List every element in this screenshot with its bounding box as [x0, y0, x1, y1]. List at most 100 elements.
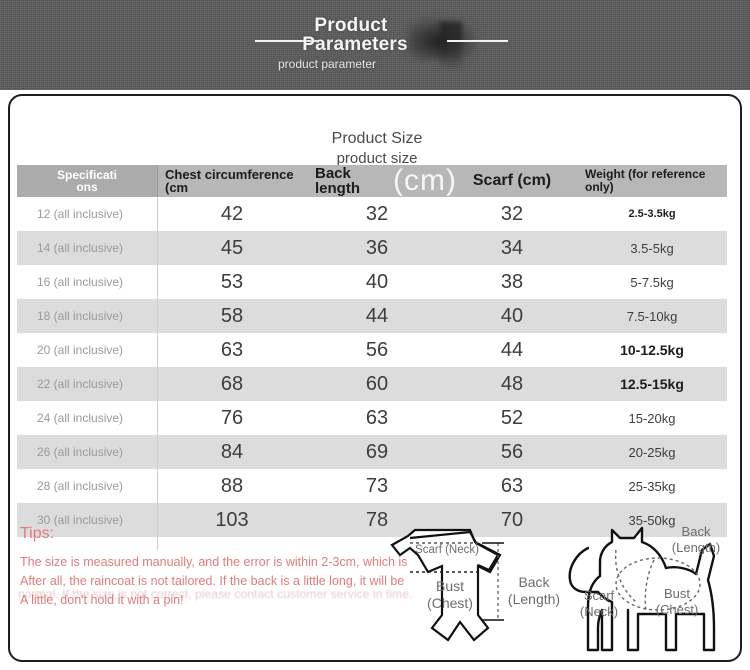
- header-specifications: Specificati ons: [17, 165, 157, 197]
- dog-back-line1: Back: [681, 524, 711, 539]
- cell-scarf: 48: [447, 367, 577, 401]
- cell-scarf: 44: [447, 333, 577, 367]
- cell-weight: 25-35kg: [577, 469, 727, 503]
- cell-back-length: 36: [307, 231, 447, 265]
- table-row: 16 (all inclusive) 53 40 38 5-7.5kg: [17, 265, 727, 299]
- cell-specification: 28 (all inclusive): [17, 469, 157, 503]
- page-banner: Product Parameters product parameter: [0, 0, 750, 90]
- cell-specification: 12 (all inclusive): [17, 197, 157, 231]
- header-chest-line1: Chest circumference: [165, 167, 294, 182]
- header-back-length: Back length: [307, 165, 447, 197]
- dog-bust-label: Bust (Chest): [644, 586, 710, 618]
- table-body: 12 (all inclusive) 42 32 32 2.5-3.5kg 14 (all…: [17, 197, 727, 537]
- dog-back-line2: (Length): [671, 540, 721, 555]
- dog-bust-line2: (Chest): [655, 602, 699, 617]
- header-scarf: Scarf (cm): [447, 165, 577, 197]
- coat-bust-label: Bust (Chest): [410, 578, 490, 612]
- cell-scarf: 63: [447, 469, 577, 503]
- table-row: 18 (all inclusive) 58 44 40 7.5-10kg: [17, 299, 727, 333]
- header-back-line2: length: [315, 180, 360, 197]
- dog-back-label: Back (Length): [658, 524, 734, 556]
- cell-chest-circumference: 63: [157, 333, 307, 367]
- banner-title-line2: Parameters: [302, 34, 408, 55]
- table-row: 24 (all inclusive) 76 63 52 15-20kg: [17, 401, 727, 435]
- cell-specification: 30 (all inclusive): [17, 503, 157, 537]
- cell-weight: 7.5-10kg: [577, 299, 727, 333]
- tips-line-2: After all, the raincoat is not tailored.…: [20, 574, 405, 588]
- table-header-row: Specificati ons Chest circumference (cm …: [17, 165, 727, 197]
- cell-weight: 3.5-5kg: [577, 231, 727, 265]
- cell-weight: 35-50kg: [577, 503, 727, 537]
- cell-weight: 10-12.5kg: [577, 333, 727, 367]
- banner-title-line1: Product: [314, 15, 388, 36]
- cell-chest-circumference: 53: [157, 265, 307, 299]
- header-weight: Weight (for reference only): [577, 165, 727, 197]
- cell-specification: 20 (all inclusive): [17, 333, 157, 367]
- cell-specification: 16 (all inclusive): [17, 265, 157, 299]
- cell-specification: 18 (all inclusive): [17, 299, 157, 333]
- cell-weight: 20-25kg: [577, 435, 727, 469]
- cell-chest-circumference: 76: [157, 401, 307, 435]
- section-title-cn: product size: [336, 150, 418, 167]
- table-row: 20 (all inclusive) 63 56 44 10-12.5kg: [17, 333, 727, 367]
- coat-back-label: Back (Length): [502, 574, 566, 608]
- raincoat-outline-icon: [390, 528, 504, 642]
- cell-weight: 5-7.5kg: [577, 265, 727, 299]
- cell-specification: 22 (all inclusive): [17, 367, 157, 401]
- header-weight-line2: only): [585, 180, 614, 194]
- cell-specification: 24 (all inclusive): [17, 401, 157, 435]
- cell-chest-circumference: 58: [157, 299, 307, 333]
- cell-scarf: 52: [447, 401, 577, 435]
- header-back-line1: Back: [315, 165, 351, 182]
- size-table: Specificati ons Chest circumference (cm …: [17, 165, 727, 537]
- banner-texture: [0, 0, 750, 90]
- banner-smudge-artifact-secondary: [440, 22, 462, 68]
- cell-back-length: 56: [307, 333, 447, 367]
- cell-back-length: 60: [307, 367, 447, 401]
- cell-back-length: 40: [307, 265, 447, 299]
- tips-ghost-line: normal. If the size is not correct, plea…: [18, 587, 413, 601]
- cell-scarf: 34: [447, 231, 577, 265]
- cell-back-length: 63: [307, 401, 447, 435]
- first-column-divider: [157, 165, 158, 550]
- header-chest-circumference: Chest circumference (cm: [157, 165, 307, 197]
- table-row: 22 (all inclusive) 68 60 48 12.5-15kg: [17, 367, 727, 401]
- cell-chest-circumference: 68: [157, 367, 307, 401]
- tips-heading: Tips:: [20, 525, 55, 542]
- cell-weight: 15-20kg: [577, 401, 727, 435]
- header-spec-line2: ons: [76, 180, 98, 194]
- table-row: 26 (all inclusive) 84 69 56 20-25kg: [17, 435, 727, 469]
- dog-scarf-line1: Scarf: [583, 588, 615, 603]
- cell-chest-circumference: 103: [157, 503, 307, 537]
- cell-scarf: 56: [447, 435, 577, 469]
- header-weight-line1: Weight (for reference: [585, 167, 706, 181]
- table-row: 30 (all inclusive) 103 78 70 35-50kg: [17, 503, 727, 537]
- tips-line-3: A little, don't hold it with a pin!: [20, 593, 184, 607]
- cell-chest-circumference: 45: [157, 231, 307, 265]
- banner-subtitle: product parameter: [277, 57, 377, 71]
- coat-back-line1: Back: [518, 574, 550, 590]
- table-row: 14 (all inclusive) 45 36 34 3.5-5kg: [17, 231, 727, 265]
- table-row: 12 (all inclusive) 42 32 32 2.5-3.5kg: [17, 197, 727, 231]
- first-column-header-divider: [157, 165, 158, 197]
- banner-title: Product Parameters: [0, 16, 750, 54]
- cell-scarf: 32: [447, 197, 577, 231]
- cell-chest-circumference: 42: [157, 197, 307, 231]
- header-spec-line1: Specificati: [56, 168, 118, 182]
- cell-chest-circumference: 84: [157, 435, 307, 469]
- banner-rule-right: [447, 40, 508, 42]
- raincoat-diagram: Scarf (Neck) Bust (Chest) Back (Length): [370, 510, 570, 660]
- table-row: 28 (all inclusive) 88 73 63 25-35kg: [17, 469, 727, 503]
- cell-back-length: 73: [307, 469, 447, 503]
- cell-scarf: 40: [447, 299, 577, 333]
- coat-bust-line2: (Chest): [427, 595, 473, 611]
- content-card: Product Size product size Specificati on…: [8, 94, 742, 662]
- cell-weight: 12.5-15kg: [577, 367, 727, 401]
- banner-rule-left: [255, 40, 319, 42]
- dog-scarf-label: Scarf (Neck): [568, 588, 630, 620]
- dog-bust-line1: Bust: [663, 586, 690, 601]
- coat-back-line2: (Length): [507, 591, 561, 607]
- cell-back-length: 32: [307, 197, 447, 231]
- cell-specification: 14 (all inclusive): [17, 231, 157, 265]
